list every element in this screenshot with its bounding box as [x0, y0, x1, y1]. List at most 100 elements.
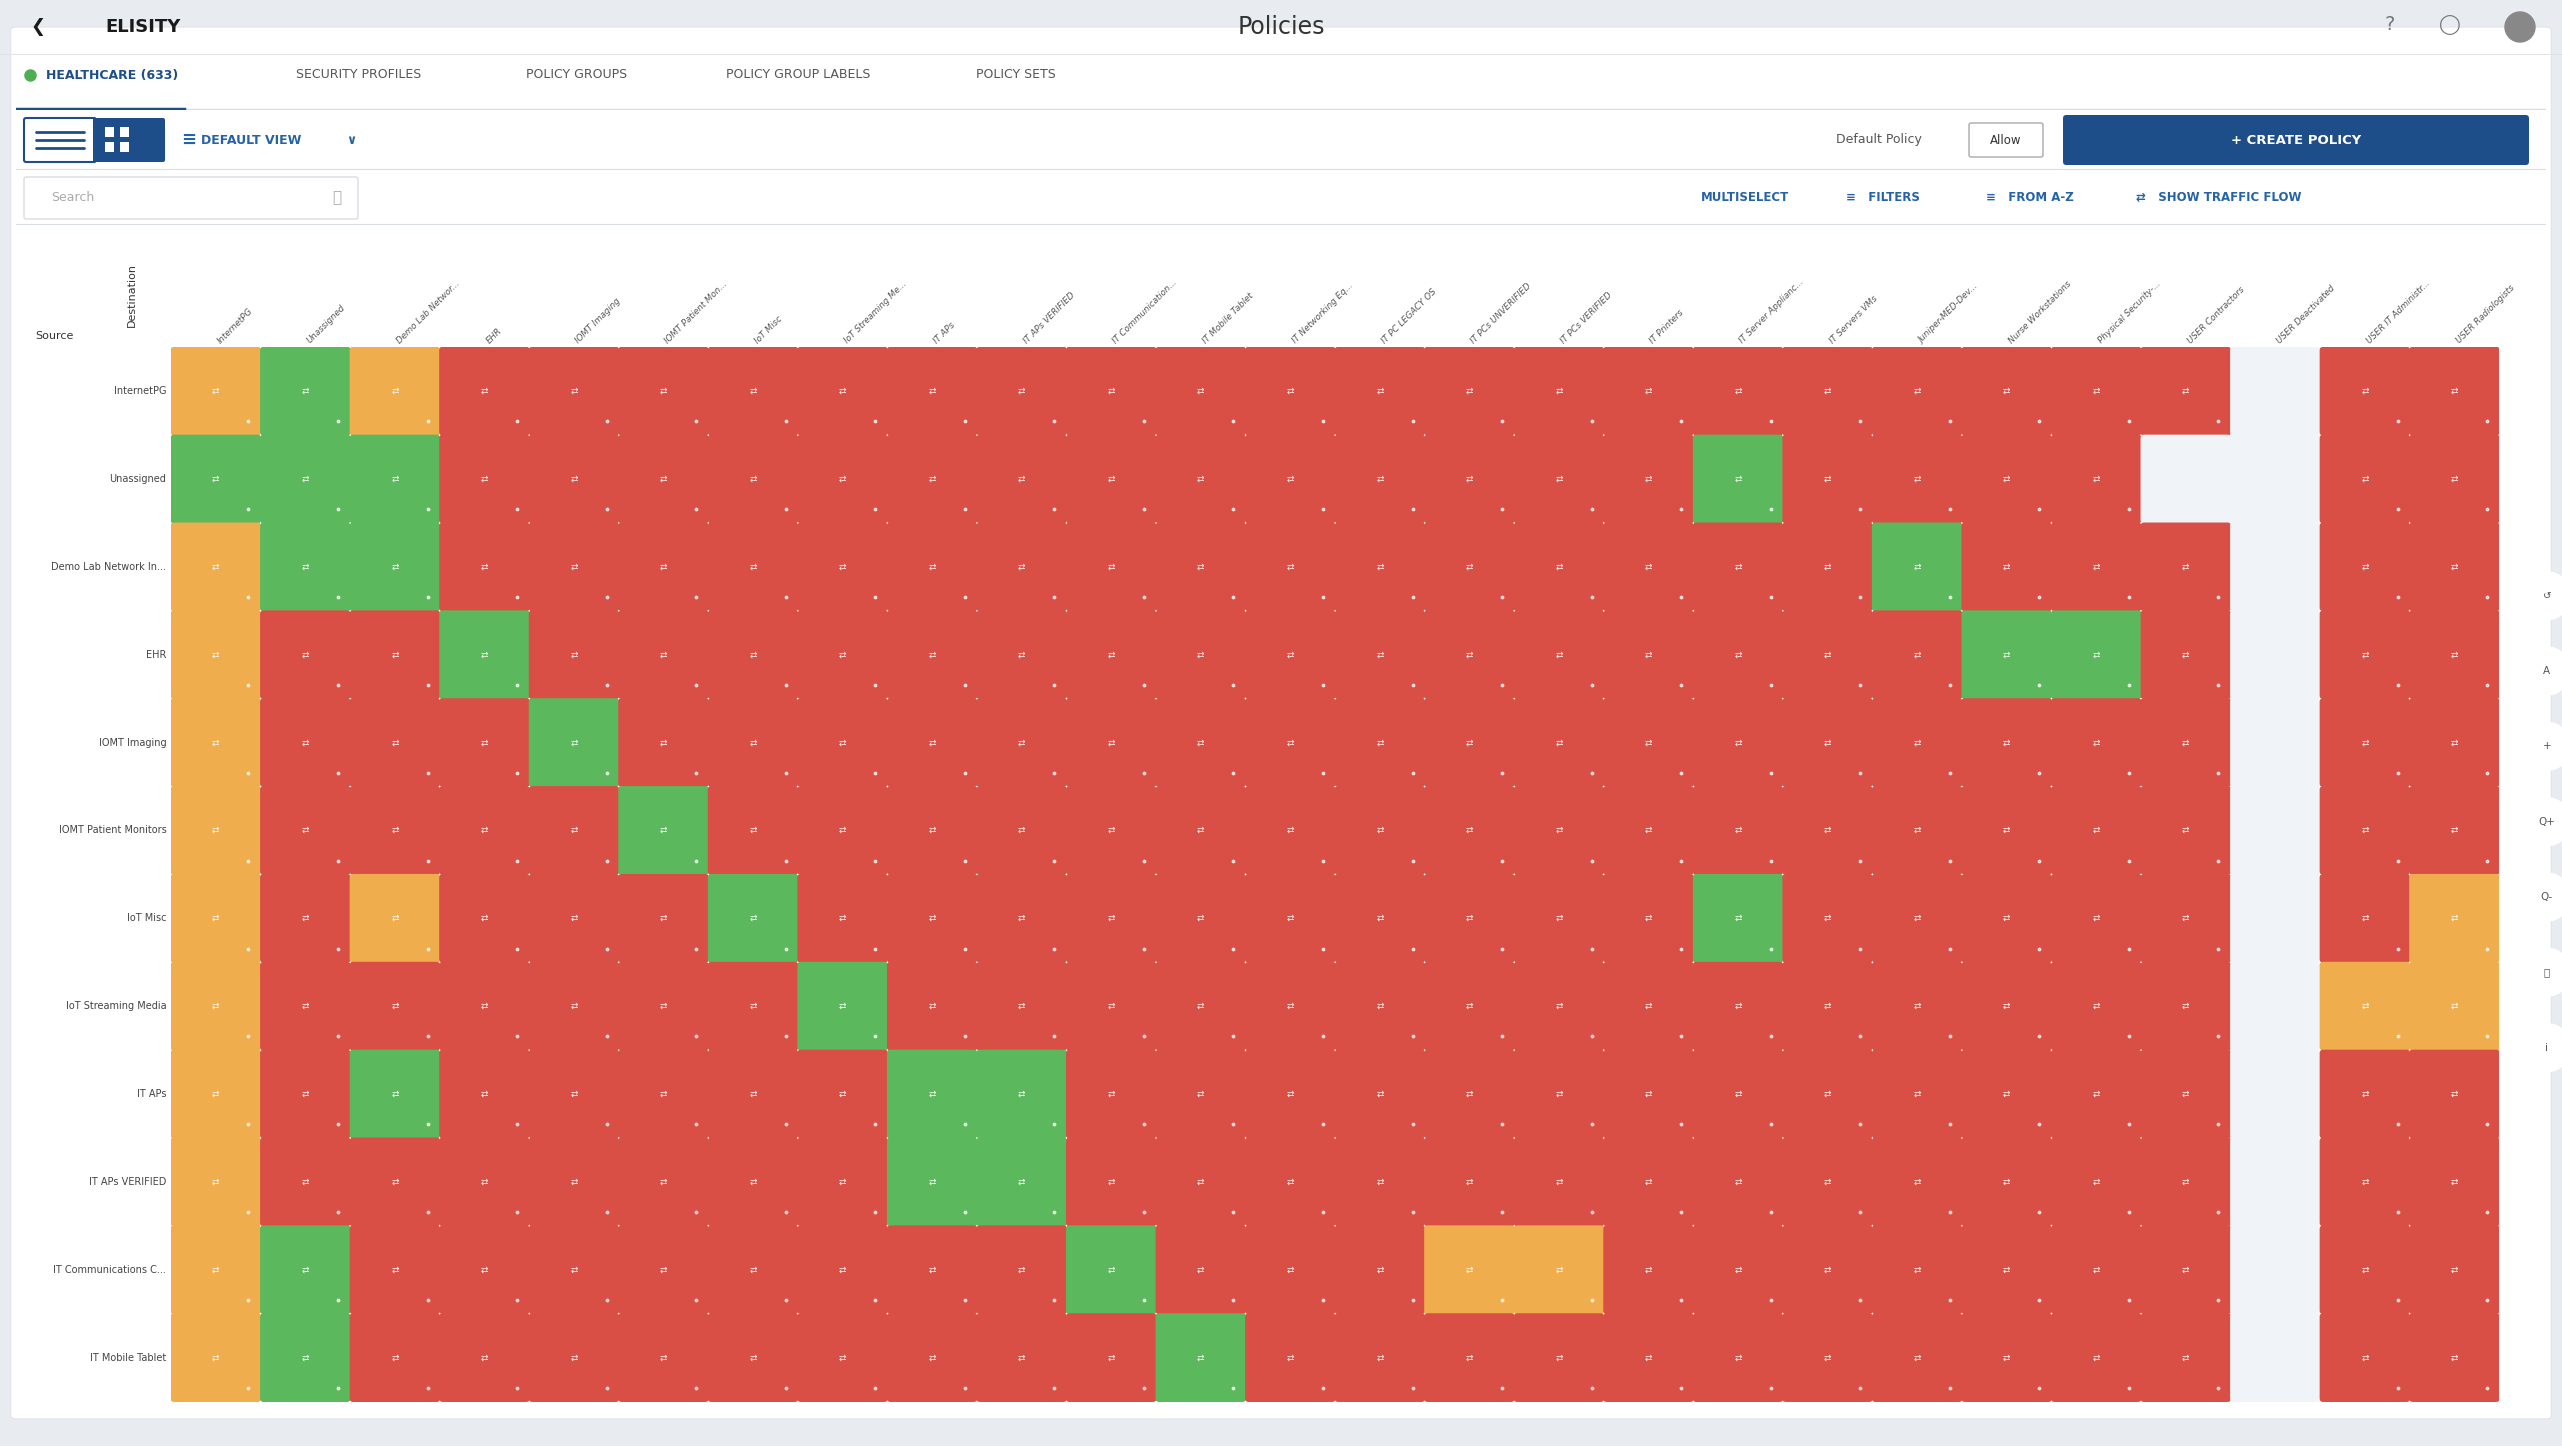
Text: ⇄: ⇄ [392, 1002, 400, 1011]
Text: ⇄: ⇄ [1017, 914, 1025, 923]
Text: ⇄: ⇄ [1645, 1353, 1652, 1362]
Text: ⇄: ⇄ [1645, 386, 1652, 396]
Text: ⇄: ⇄ [661, 1089, 666, 1099]
FancyBboxPatch shape [261, 873, 351, 963]
Text: ⇄: ⇄ [1824, 1002, 1832, 1011]
FancyBboxPatch shape [797, 787, 889, 875]
FancyBboxPatch shape [2142, 1313, 2232, 1403]
Text: ⇄: ⇄ [1914, 1089, 1922, 1099]
FancyBboxPatch shape [348, 787, 441, 875]
FancyBboxPatch shape [1873, 347, 1962, 435]
Text: ⇄: ⇄ [1734, 1177, 1742, 1186]
Text: ⇄: ⇄ [927, 826, 935, 834]
Text: ⇄: ⇄ [2003, 1177, 2011, 1186]
FancyBboxPatch shape [2052, 873, 2142, 963]
Text: ELISITY: ELISITY [105, 17, 179, 36]
Text: ⇄: ⇄ [838, 826, 845, 834]
Text: ⇄: ⇄ [2362, 1002, 2370, 1011]
Text: ⇄: ⇄ [927, 386, 935, 396]
FancyBboxPatch shape [1245, 873, 1335, 963]
Text: ⇄: ⇄ [302, 826, 310, 834]
FancyBboxPatch shape [1335, 610, 1424, 698]
FancyBboxPatch shape [438, 698, 530, 787]
FancyBboxPatch shape [976, 435, 1066, 523]
Text: ⇄: ⇄ [748, 1177, 756, 1186]
FancyBboxPatch shape [707, 962, 799, 1051]
Text: ⇄: ⇄ [2093, 386, 2101, 396]
FancyBboxPatch shape [1962, 698, 2052, 787]
FancyBboxPatch shape [976, 1138, 1066, 1226]
FancyBboxPatch shape [2229, 873, 2321, 963]
FancyBboxPatch shape [1962, 1313, 2052, 1403]
FancyBboxPatch shape [1514, 610, 1604, 698]
FancyBboxPatch shape [797, 522, 889, 612]
Text: ⇄: ⇄ [661, 651, 666, 659]
Text: ⇄: ⇄ [1017, 737, 1025, 748]
FancyBboxPatch shape [1783, 435, 1873, 523]
Text: ⇄: ⇄ [1017, 1265, 1025, 1274]
Text: ⇄: ⇄ [1107, 1265, 1114, 1274]
Text: ?: ? [2385, 16, 2395, 35]
Text: ⇄: ⇄ [213, 914, 220, 923]
Text: ⇄: ⇄ [1824, 651, 1832, 659]
Text: ⇄: ⇄ [1555, 1177, 1563, 1186]
Text: ⇄: ⇄ [1107, 562, 1114, 571]
Text: ⇄: ⇄ [2003, 1265, 2011, 1274]
FancyBboxPatch shape [1783, 962, 1873, 1051]
FancyBboxPatch shape [2319, 435, 2411, 523]
FancyBboxPatch shape [707, 610, 799, 698]
FancyBboxPatch shape [2408, 1225, 2501, 1314]
FancyBboxPatch shape [797, 698, 889, 787]
Bar [105, 142, 113, 152]
FancyBboxPatch shape [886, 435, 976, 523]
Text: ⇄: ⇄ [1196, 1089, 1204, 1099]
FancyBboxPatch shape [707, 787, 799, 875]
FancyBboxPatch shape [1245, 347, 1335, 435]
FancyBboxPatch shape [1962, 1138, 2052, 1226]
Text: ⇄: ⇄ [1017, 1177, 1025, 1186]
Text: ⇄: ⇄ [1107, 1353, 1114, 1362]
FancyBboxPatch shape [528, 1313, 620, 1403]
Text: ⇄: ⇄ [661, 474, 666, 483]
Text: ⇄: ⇄ [2093, 1089, 2101, 1099]
Text: Unassigned: Unassigned [305, 304, 348, 346]
FancyBboxPatch shape [2229, 1050, 2321, 1138]
Text: ⇄: ⇄ [927, 1002, 935, 1011]
Text: ⇄: ⇄ [1824, 914, 1832, 923]
Text: ⇄: ⇄ [1376, 386, 1383, 396]
Text: ⇄: ⇄ [2452, 1002, 2457, 1011]
FancyBboxPatch shape [2062, 116, 2529, 165]
Text: ⇄: ⇄ [2183, 651, 2191, 659]
FancyBboxPatch shape [1783, 1313, 1873, 1403]
Text: ⇄: ⇄ [2452, 737, 2457, 748]
FancyBboxPatch shape [1155, 787, 1245, 875]
FancyBboxPatch shape [2319, 962, 2411, 1051]
Text: ⇄: ⇄ [2093, 651, 2101, 659]
Text: ⇄: ⇄ [838, 386, 845, 396]
FancyBboxPatch shape [348, 698, 441, 787]
FancyBboxPatch shape [707, 435, 799, 523]
Text: ⇄: ⇄ [1734, 914, 1742, 923]
FancyBboxPatch shape [1962, 873, 2052, 963]
Text: ≡   FROM A-Z: ≡ FROM A-Z [1986, 191, 2073, 204]
FancyBboxPatch shape [172, 610, 261, 698]
FancyBboxPatch shape [797, 873, 889, 963]
Text: ⇄: ⇄ [482, 914, 489, 923]
FancyBboxPatch shape [1066, 698, 1155, 787]
Text: ≡   FILTERS: ≡ FILTERS [1847, 191, 1919, 204]
Text: IT Server Applianc...: IT Server Applianc... [1737, 278, 1806, 346]
Text: ⇄: ⇄ [2093, 826, 2101, 834]
FancyBboxPatch shape [438, 962, 530, 1051]
Text: ⇄: ⇄ [1465, 1002, 1473, 1011]
FancyBboxPatch shape [348, 962, 441, 1051]
FancyBboxPatch shape [528, 522, 620, 612]
FancyBboxPatch shape [2052, 610, 2142, 698]
Text: ⇄: ⇄ [1914, 1265, 1922, 1274]
Text: ≡: ≡ [182, 132, 197, 149]
FancyBboxPatch shape [1335, 1313, 1424, 1403]
Text: Policies: Policies [1237, 14, 1325, 39]
FancyBboxPatch shape [348, 522, 441, 612]
FancyBboxPatch shape [348, 1050, 441, 1138]
FancyBboxPatch shape [2142, 610, 2232, 698]
FancyBboxPatch shape [2142, 873, 2232, 963]
